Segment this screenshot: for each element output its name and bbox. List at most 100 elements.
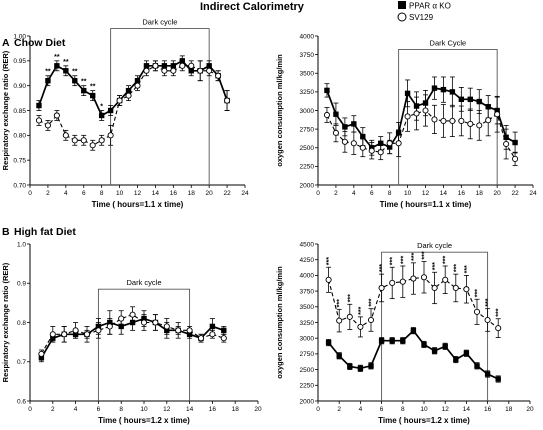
- data-point: [118, 315, 125, 322]
- data-point: [186, 327, 193, 334]
- data-point: [494, 111, 501, 118]
- y-tick-label: 0.90: [13, 83, 26, 90]
- y-tick-label: 2000: [300, 182, 315, 189]
- x-tick-label: 16: [170, 190, 178, 197]
- x-tick-label: 4: [64, 190, 68, 197]
- significance-marker: *: [100, 104, 103, 111]
- data-point: [336, 353, 342, 359]
- dark-cycle-box: [110, 28, 210, 185]
- significance-marker: ***: [358, 306, 365, 314]
- y-tick-label: 2500: [300, 145, 315, 152]
- x-tick-label: 18: [232, 406, 240, 413]
- data-point: [484, 316, 491, 324]
- data-point: [467, 120, 474, 127]
- chart-b-rer: 0.6 0.7 0.8 0.9 1.0 0 2 4 6 8 10 12 14 16 18 20 Time ( h…: [1, 241, 262, 425]
- data-point: [420, 274, 428, 281]
- x-tick-label: 20: [494, 190, 502, 197]
- data-point: [209, 331, 216, 338]
- x-tick-label: 8: [100, 190, 104, 197]
- data-point: [62, 132, 69, 139]
- dark-cycle-label: Dark cycle: [142, 18, 177, 27]
- data-point: [431, 85, 438, 91]
- significance-marker: ***: [432, 262, 439, 270]
- data-point: [410, 327, 417, 334]
- data-point: [72, 78, 78, 84]
- data-point: [83, 331, 91, 338]
- data-point: [63, 68, 69, 74]
- x-tick-label: 2: [51, 406, 55, 413]
- y-tick-label: 0.8: [17, 320, 26, 327]
- data-point: [324, 87, 330, 94]
- data-point: [332, 129, 339, 136]
- data-point: [134, 82, 141, 89]
- x-tick-label: 10: [420, 406, 428, 413]
- data-point: [80, 137, 87, 144]
- data-point: [413, 110, 420, 117]
- legend-sv129-label: SV129: [409, 13, 434, 22]
- section-a-label: Chow Diet: [14, 37, 66, 49]
- data-point: [404, 113, 411, 120]
- dark-cycle-box: [97, 288, 191, 401]
- data-point: [440, 86, 447, 93]
- data-point: [378, 284, 385, 292]
- y-tick-label: 0.85: [13, 108, 26, 115]
- y-tick-label: 1.00: [13, 33, 26, 40]
- data-point: [347, 363, 353, 370]
- y-tick-label: 0.9: [17, 281, 26, 288]
- data-point: [378, 338, 385, 344]
- data-point: [453, 356, 459, 363]
- y-tick-label: 0.70: [13, 182, 26, 189]
- x-tick-label: 14: [440, 190, 448, 197]
- y-tick-label: 0.80: [13, 133, 26, 140]
- x-tick-label: 16: [458, 190, 466, 197]
- x-tick-label: 14: [186, 406, 194, 413]
- y-tick-label: 0.95: [13, 58, 26, 65]
- data-point: [389, 279, 396, 286]
- significance-marker: ***: [475, 289, 482, 297]
- data-point: [61, 331, 68, 338]
- significance-marker: ***: [400, 256, 407, 264]
- data-point: [473, 308, 481, 315]
- data-point: [458, 117, 465, 124]
- series-sv129: [35, 60, 231, 151]
- figure-title: Indirect Calorimetry: [200, 1, 305, 13]
- x-tick-label: 20: [526, 406, 534, 413]
- y-tick-label: 0.75: [13, 157, 26, 164]
- data-point: [107, 107, 114, 114]
- x-tick-label: 6: [370, 190, 374, 197]
- y-tick-label: 3750: [300, 52, 315, 59]
- x-tick-label: 16: [209, 406, 217, 413]
- section-b-letter: B: [2, 226, 10, 238]
- data-point: [336, 317, 343, 324]
- x-tick-label: 4: [352, 190, 356, 197]
- significance-marker: ***: [411, 252, 418, 260]
- data-point: [215, 72, 222, 79]
- data-point: [188, 62, 195, 69]
- data-point: [452, 284, 459, 292]
- y-tick-label: 2250: [300, 164, 315, 171]
- significance-marker: ***: [326, 257, 333, 265]
- data-point: [449, 117, 456, 124]
- data-point: [512, 139, 518, 146]
- data-point: [36, 102, 42, 109]
- x-tick-label: 18: [188, 190, 196, 197]
- significance-marker: ***: [443, 256, 450, 264]
- y-tick-label: 3000: [300, 336, 315, 343]
- data-point: [152, 62, 159, 69]
- data-point: [323, 111, 331, 119]
- x-tick-label: 24: [241, 190, 249, 197]
- data-point: [72, 327, 79, 334]
- data-point: [378, 140, 384, 146]
- x-tick-label: 10: [404, 190, 412, 197]
- data-point: [503, 140, 510, 148]
- data-point: [404, 90, 411, 97]
- series-line: [38, 59, 228, 117]
- data-point: [106, 323, 113, 330]
- significance-marker: ***: [347, 294, 354, 302]
- data-point: [386, 140, 393, 147]
- data-point: [495, 376, 501, 382]
- y-tick-label: 3500: [300, 71, 315, 78]
- section-b-label: High fat Diet: [14, 226, 76, 238]
- x-tick-label: 12: [163, 406, 171, 413]
